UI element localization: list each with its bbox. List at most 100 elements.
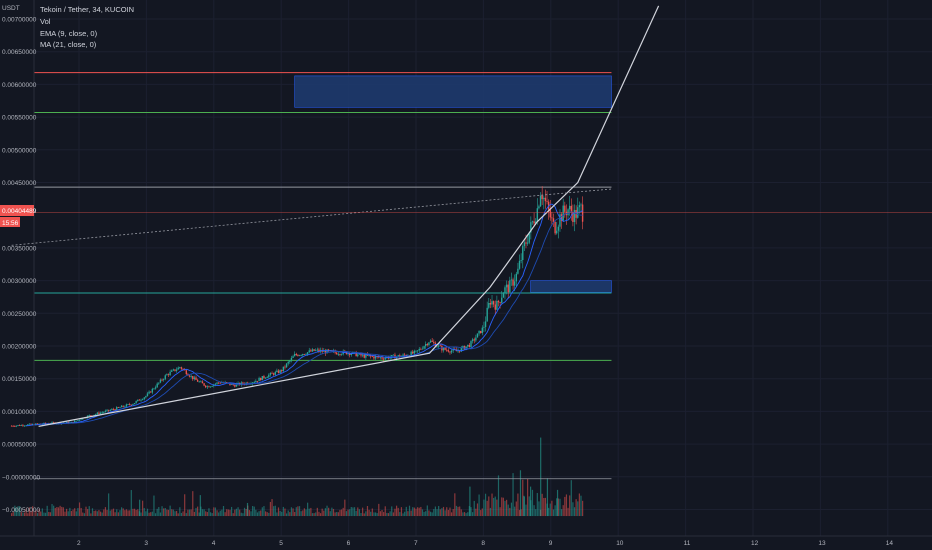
volume-spike [546, 478, 549, 517]
volume-bar [426, 505, 428, 517]
candle-body [279, 370, 281, 373]
candle-body [116, 407, 118, 410]
volume-bar [179, 507, 181, 517]
volume-bar [536, 493, 538, 517]
candle-body [523, 242, 526, 247]
volume-bar [44, 512, 47, 517]
candle-body [580, 204, 582, 206]
candle-body [158, 382, 160, 384]
legend-ma[interactable]: MA (21, close, 0) [40, 40, 97, 49]
candle-body [22, 425, 24, 426]
volume-bar [319, 513, 322, 517]
volume-bar [535, 509, 537, 517]
volume-bar [347, 509, 349, 517]
volume-bar [28, 507, 30, 517]
volume-bar [428, 510, 430, 517]
candle-body [570, 205, 572, 213]
volume-bar [190, 509, 192, 517]
candle-body [373, 356, 375, 359]
volume-bar [22, 512, 24, 517]
price-axis[interactable]: 0.00700000 0.00650000 0.00600000 0.00550000… [2, 17, 41, 515]
candle-body [551, 217, 553, 219]
volume-bar [371, 508, 373, 517]
last-price-label: 0.00404489 [2, 208, 37, 215]
volume-bar [429, 511, 432, 517]
volume-bar [282, 506, 284, 517]
volume-bar [522, 479, 524, 517]
candle-body [423, 346, 425, 349]
volume-bar [70, 511, 73, 517]
volume-bar [533, 505, 535, 517]
candle-body [75, 420, 78, 422]
trendlines[interactable] [11, 5, 660, 427]
candle-body [31, 423, 34, 425]
candle-body [399, 355, 401, 357]
volume-bar [187, 509, 189, 517]
volume-bar [567, 507, 569, 517]
candle-body [150, 391, 152, 393]
volume-bar [49, 512, 52, 517]
volume-bar [23, 512, 26, 517]
price-tick-label: 0.00050000 [2, 442, 37, 449]
candle-body [15, 425, 18, 427]
time-axis[interactable]: 2 3 4 5 6 7 8 9 10 11 12 13 14 [77, 540, 893, 547]
candle-body [336, 352, 338, 355]
candle-body [276, 370, 278, 372]
candle-body [188, 375, 191, 377]
time-tick-label: 7 [414, 540, 418, 547]
candle-body [541, 195, 543, 200]
candle-body [360, 353, 362, 356]
volume-bar [412, 507, 414, 517]
price-tick-label: 0.00600000 [2, 82, 37, 89]
candle-body [51, 422, 53, 424]
candle-body [512, 279, 514, 286]
volume-bar [515, 501, 517, 517]
candle-body [431, 340, 433, 342]
volume-bar [62, 507, 64, 517]
volume-bar [507, 504, 509, 517]
legend-vol[interactable]: Vol [40, 17, 51, 26]
candle-body [391, 355, 393, 358]
candle-body [560, 214, 563, 221]
volume-bar [12, 511, 14, 517]
volume-bar [40, 511, 42, 517]
volume-bar [112, 508, 115, 517]
volume-bar [129, 510, 131, 517]
candle-body [429, 340, 432, 343]
price-tick-label: 0.00350000 [2, 245, 37, 252]
volume-bar [51, 504, 53, 517]
candle-body [318, 349, 320, 352]
volume-bar [512, 473, 514, 517]
volume-bar [410, 510, 412, 517]
candle-body [95, 414, 97, 415]
candle-body [175, 369, 178, 371]
time-tick-label: 8 [481, 540, 485, 547]
volume-bar [467, 512, 469, 517]
legend-title[interactable]: Tekoin / Tether, 34, KUCOIN [40, 5, 134, 14]
candle-body [509, 280, 511, 293]
candle-body [269, 372, 272, 375]
candle-body [119, 407, 121, 409]
candle-body [368, 355, 370, 357]
volume-bar [255, 509, 257, 517]
volume-bar [407, 511, 409, 517]
time-tick-label: 14 [886, 540, 894, 547]
volume-bar [206, 512, 208, 517]
volume-bar [85, 506, 87, 517]
candle-body [573, 209, 576, 223]
volume-bar [303, 508, 305, 517]
horizontal-levels[interactable] [34, 72, 612, 480]
legend-ema[interactable]: EMA (9, close, 0) [40, 29, 98, 38]
volume-bar [198, 512, 200, 517]
volume-bar [318, 511, 320, 517]
volume-bar [455, 505, 458, 517]
volume-bar [248, 510, 250, 517]
price-tick-label: 0.00550000 [2, 115, 37, 122]
candle-body [564, 205, 566, 212]
candle-body [253, 382, 255, 383]
candle-body [130, 404, 133, 406]
volume-bar [328, 507, 330, 517]
volume-bar [151, 511, 153, 517]
